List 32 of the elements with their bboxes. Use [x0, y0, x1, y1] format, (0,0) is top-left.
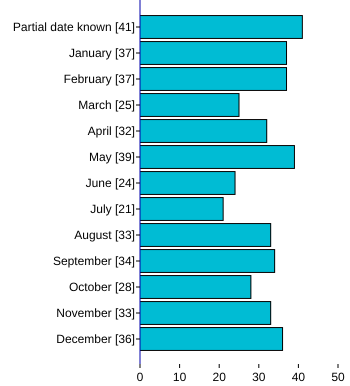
y-tick-label: February [37]	[64, 72, 135, 86]
bar	[140, 327, 284, 351]
y-tick-label: October [28]	[68, 280, 135, 294]
y-tick-label: January [37]	[68, 46, 135, 60]
x-tick-label: 50	[331, 370, 345, 384]
x-tick-label: 20	[212, 370, 226, 384]
x-tick-label: 0	[136, 370, 144, 384]
bar	[140, 15, 303, 39]
bar	[140, 301, 272, 325]
bar	[140, 41, 288, 65]
bar	[140, 119, 268, 143]
y-tick-label: May [39]	[88, 150, 135, 164]
y-tick-label: September [34]	[52, 254, 135, 268]
y-tick-label: June [24]	[86, 176, 135, 190]
bar	[140, 249, 276, 273]
bar	[140, 93, 240, 117]
x-tick-label: 10	[172, 370, 187, 384]
y-tick-label: August [33]	[74, 228, 135, 242]
bar	[140, 145, 295, 169]
y-tick-label: Partial date known [41]	[12, 20, 135, 34]
bar	[140, 171, 236, 195]
y-tick-label: March [25]	[78, 98, 135, 112]
x-tick-label: 30	[252, 370, 266, 384]
y-tick-label: December [36]	[56, 332, 135, 346]
y-tick-label: November [33]	[56, 306, 135, 320]
bar	[140, 223, 272, 247]
y-tick-label: April [32]	[88, 124, 135, 138]
y-tick-label: July [21]	[90, 202, 135, 216]
x-tick-label: 40	[292, 370, 306, 384]
bar	[140, 197, 224, 221]
bar	[140, 67, 288, 91]
bar	[140, 275, 252, 299]
